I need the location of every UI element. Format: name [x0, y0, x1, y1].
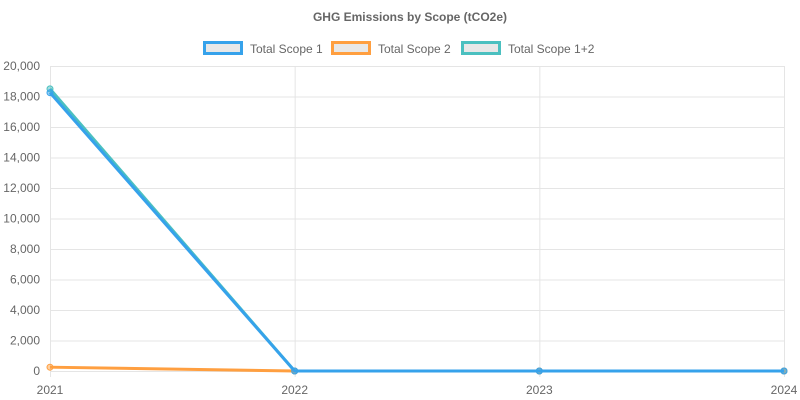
data-point [780, 367, 788, 375]
x-axis: 2021 2022 2023 2024 [37, 383, 798, 397]
series-line [48, 87, 784, 373]
legend-label: Total Scope 2 [378, 42, 451, 56]
y-tick-label: 8,000 [10, 242, 40, 256]
x-tick-label: 2022 [281, 383, 308, 397]
legend-label: Total Scope 1+2 [508, 42, 595, 56]
data-point [535, 367, 543, 375]
series-total-scope-1-2 [46, 85, 788, 375]
y-tick-label: 4,000 [10, 303, 40, 317]
data-point [291, 367, 299, 375]
y-tick-label: 10,000 [3, 212, 40, 226]
series-total-scope-2 [46, 363, 788, 375]
data-point [46, 363, 54, 371]
grid [50, 66, 785, 377]
legend-label: Total Scope 1 [250, 42, 323, 56]
legend-item: Total Scope 2 [331, 41, 451, 56]
series-total-scope-1 [46, 89, 788, 375]
x-tick-label: 2024 [771, 383, 798, 397]
chart-title: GHG Emissions by Scope (tCO2e) [313, 10, 507, 24]
legend-swatch [331, 41, 371, 55]
y-tick-label: 14,000 [3, 151, 40, 165]
legend-swatch [203, 41, 243, 55]
x-tick-label: 2023 [526, 383, 553, 397]
x-tick-label: 2021 [37, 383, 64, 397]
series-group [46, 85, 788, 375]
y-tick-label: 20,000 [3, 59, 40, 73]
y-tick-label: 18,000 [3, 90, 40, 104]
y-tick-label: 2,000 [10, 334, 40, 348]
y-axis: 0 2,000 4,000 6,000 8,000 10,000 12,000 14,000 1… [3, 59, 40, 378]
y-tick-label: 6,000 [10, 273, 40, 287]
legend-swatch [461, 41, 501, 55]
y-tick-label: 16,000 [3, 120, 40, 134]
y-tick-label: 12,000 [3, 181, 40, 195]
data-point [46, 89, 54, 97]
series-line [48, 91, 784, 373]
legend-item: Total Scope 1+2 [461, 41, 595, 56]
y-tick-label: 0 [33, 364, 40, 378]
legend-item: Total Scope 1 [203, 41, 323, 56]
legend: Total Scope 1 Total Scope 2 Total Scope 1+… [203, 41, 595, 56]
